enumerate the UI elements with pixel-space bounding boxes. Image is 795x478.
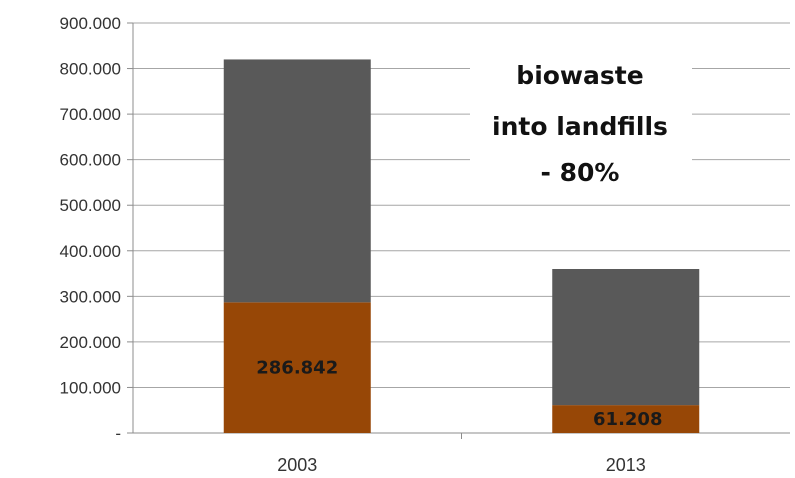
annotation-line: into landfills (492, 112, 668, 141)
annotation: biowaste into landfills - 80% (470, 50, 692, 200)
x-axis-category-labels: 2003 2013 (277, 455, 646, 475)
y-tick-label: 200.000 (60, 333, 121, 352)
bar-data-label: 286.842 (256, 358, 338, 379)
bar-data-label: 61.208 (593, 409, 662, 430)
y-tick-label: 800.000 (60, 60, 121, 79)
annotation-background (470, 50, 692, 200)
y-tick-label: 900.000 (60, 14, 121, 33)
y-tick-label: - (115, 424, 121, 443)
bar-segment (223, 302, 371, 433)
bar-segment (223, 59, 371, 303)
y-axis-tick-labels: - 100.000 200.000 300.000 400.000 500.000 600.… (60, 14, 121, 443)
y-tick-label: 300.000 (60, 287, 121, 306)
y-tick-label: 500.000 (60, 196, 121, 215)
y-tick-label: 600.000 (60, 151, 121, 170)
y-tick-label: 400.000 (60, 242, 121, 261)
x-category-label: 2003 (277, 455, 317, 475)
annotation-line: biowaste (516, 61, 643, 90)
data-labels: 286.842 61.208 (256, 358, 662, 430)
x-category-label: 2013 (606, 455, 646, 475)
y-tick-label: 100.000 (60, 378, 121, 397)
annotation-line: - 80% (541, 158, 620, 187)
bars (223, 59, 700, 433)
bar-segment (552, 269, 700, 406)
y-tick-label: 700.000 (60, 105, 121, 124)
bar-segment (552, 405, 700, 433)
